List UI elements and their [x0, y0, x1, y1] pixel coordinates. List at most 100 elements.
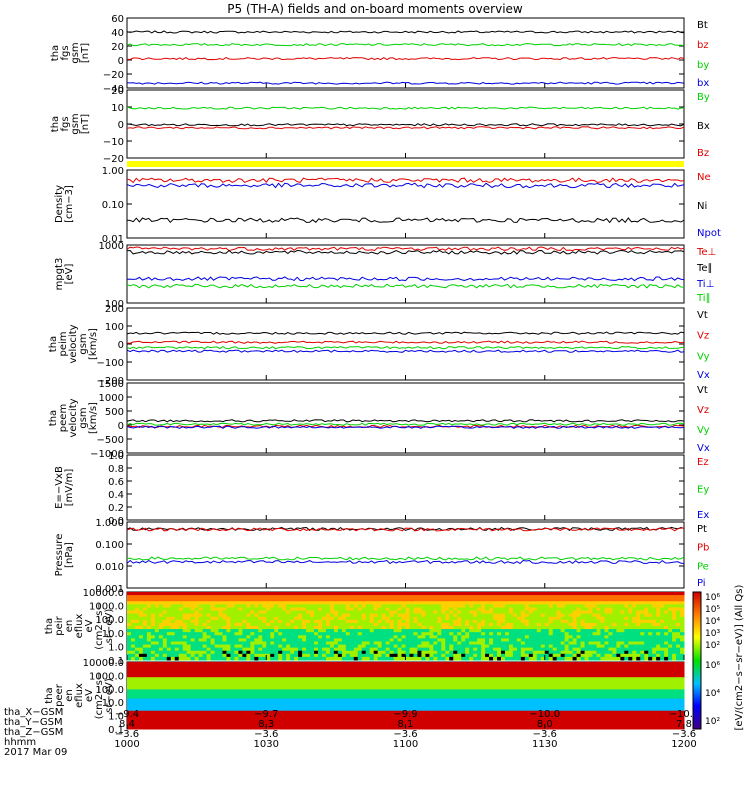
- heatmap-cell: [218, 601, 223, 605]
- heatmap-cell: [158, 680, 164, 684]
- heatmap-cell: [465, 692, 470, 696]
- heatmap-cell: [461, 668, 466, 672]
- heatmap-cell: [500, 632, 506, 636]
- heatmap-cell: [317, 607, 323, 612]
- heatmap-cell: [433, 641, 438, 646]
- heatmap-cell: [397, 616, 403, 621]
- heatmap-cell: [381, 629, 387, 633]
- heatmap-cell: [485, 653, 490, 658]
- heatmap-cell: [500, 604, 506, 608]
- heatmap-cell: [588, 644, 593, 649]
- heatmap-cell: [397, 610, 403, 615]
- heatmap-cell: [202, 662, 208, 666]
- heatmap-cell: [254, 686, 259, 690]
- heatmap-cell: [333, 671, 339, 675]
- heatmap-cell: [158, 626, 164, 630]
- heatmap-cell: [676, 644, 681, 649]
- heatmap-cell: [242, 616, 247, 621]
- heatmap-cell: [146, 650, 152, 655]
- heatmap-cell: [218, 644, 223, 649]
- heatmap-cell: [230, 653, 235, 658]
- heatmap-cell: [361, 598, 367, 602]
- heatmap-cell: [437, 662, 442, 666]
- heatmap-cell: [592, 616, 597, 621]
- heatmap-cell: [668, 665, 673, 669]
- heatmap-cell: [294, 635, 299, 639]
- heatmap-cell: [449, 632, 454, 636]
- heatmap-cell: [441, 610, 446, 615]
- y-axis-label: [nT]: [80, 43, 91, 63]
- heatmap-cell: [210, 616, 216, 621]
- heatmap-cell: [146, 613, 152, 618]
- heatmap-cell: [266, 656, 271, 661]
- heatmap-cell: [321, 662, 327, 666]
- heatmap-cell: [329, 662, 335, 666]
- heatmap-cell: [325, 638, 331, 642]
- heatmap-cell: [644, 680, 649, 684]
- heatmap-cell: [441, 601, 446, 605]
- heatmap-cell: [162, 653, 168, 658]
- heatmap-cell: [230, 647, 235, 652]
- heatmap-cell: [170, 686, 176, 690]
- heatmap-cell: [449, 626, 454, 630]
- heatmap-cell: [274, 629, 279, 633]
- heatmap-cell: [540, 665, 546, 669]
- heatmap-cell: [568, 644, 574, 649]
- heatmap-cell: [286, 626, 291, 630]
- heatmap-cell: [146, 635, 152, 639]
- heatmap-cell: [640, 677, 645, 681]
- heatmap-cell: [588, 692, 593, 696]
- heatmap-cell: [158, 644, 164, 649]
- heatmap-cell: [270, 629, 275, 633]
- heatmap-cell: [453, 622, 458, 627]
- heatmap-cell: [250, 677, 255, 681]
- heatmap-cell: [282, 680, 287, 684]
- heatmap-cell: [592, 592, 597, 596]
- heatmap-cell: [353, 601, 359, 605]
- heatmap-cell: [536, 626, 542, 630]
- heatmap-cell: [282, 592, 287, 596]
- heatmap-cell: [190, 619, 196, 624]
- heatmap-cell: [632, 665, 637, 669]
- heatmap-cell: [349, 674, 355, 678]
- heatmap-cell: [437, 610, 442, 615]
- heatmap-cell: [142, 683, 148, 687]
- heatmap-cell: [202, 635, 208, 639]
- heatmap-cell: [405, 610, 410, 615]
- heatmap-cell: [624, 604, 629, 608]
- heatmap-cell: [302, 629, 307, 633]
- heatmap-cell: [401, 629, 406, 633]
- heatmap-cell: [178, 626, 184, 630]
- heatmap-cell: [198, 656, 204, 661]
- heatmap-cell: [425, 604, 430, 608]
- heatmap-cell: [532, 595, 538, 599]
- heatmap-cell: [632, 653, 637, 658]
- heatmap-cell: [313, 674, 319, 678]
- series-line-Bz: [126, 126, 685, 130]
- heatmap-cell: [313, 665, 319, 669]
- heatmap-cell: [218, 613, 223, 618]
- heatmap-cell: [357, 680, 363, 684]
- heatmap-cell: [134, 601, 140, 605]
- heatmap-cell: [668, 674, 673, 678]
- heatmap-cell: [656, 616, 661, 621]
- heatmap-cell: [465, 650, 470, 655]
- heatmap-cell: [282, 647, 287, 652]
- heatmap-cell: [409, 662, 414, 666]
- heatmap-cell: [218, 592, 223, 596]
- heatmap-cell: [504, 604, 510, 608]
- heatmap-cell: [608, 665, 613, 669]
- heatmap-cell: [612, 592, 617, 596]
- heatmap-cell: [270, 641, 275, 646]
- heatmap-cell: [142, 692, 148, 696]
- heatmap-cell: [473, 604, 478, 608]
- heatmap-cell: [310, 638, 315, 642]
- heatmap-cell: [600, 592, 605, 596]
- series-legend-label: Bt: [697, 20, 708, 31]
- heatmap-cell: [485, 595, 490, 599]
- heatmap-cell: [357, 592, 363, 596]
- heatmap-cell: [341, 665, 347, 669]
- heatmap-cell: [230, 610, 235, 615]
- heatmap-cell: [198, 638, 204, 642]
- heatmap-cell: [552, 619, 558, 624]
